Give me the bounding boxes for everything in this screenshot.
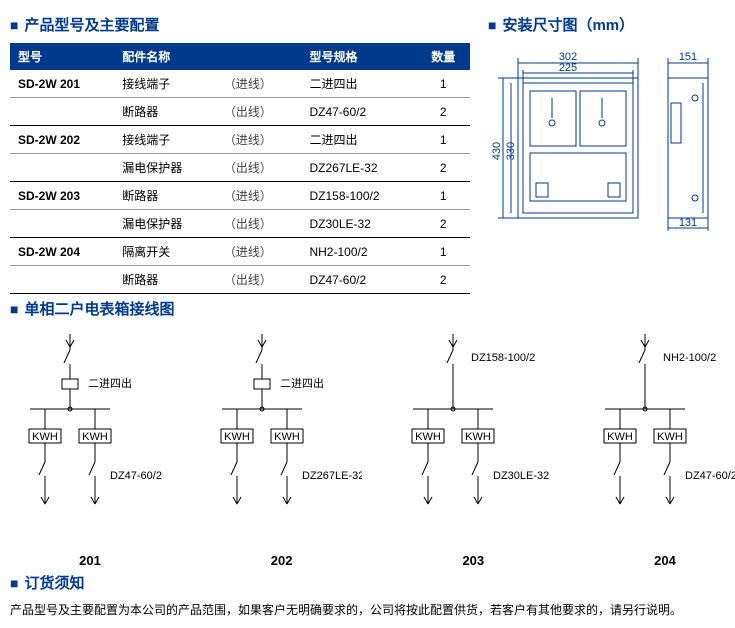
cell-part: 断路器 [114, 266, 216, 294]
cell-dir: （进线） [216, 182, 302, 210]
svg-text:KWH: KWH [465, 431, 491, 443]
table-row: 漏电保护器（出线）DZ30LE-322 [10, 210, 470, 238]
cell-dir: （出线） [216, 210, 302, 238]
svg-text:KWH: KWH [82, 431, 108, 443]
svg-text:二进四出: 二进四出 [280, 376, 324, 390]
cell-spec: NH2-100/2 [301, 238, 416, 266]
table-row: SD-2W 202接线端子（进线）二进四出1 [10, 126, 470, 154]
cell-part: 断路器 [114, 98, 216, 126]
config-table: 型号 配件名称 型号规格 数量 SD-2W 201接线端子（进线）二进四出1断路… [10, 43, 470, 294]
svg-text:NH2-100/2: NH2-100/2 [663, 352, 716, 364]
cell-part: 接线端子 [114, 70, 216, 98]
table-row: 断路器（出线）DZ47-60/22 [10, 266, 470, 294]
svg-text:DZ267LE-32: DZ267LE-32 [302, 470, 362, 482]
cell-model [10, 210, 114, 238]
cell-qty: 2 [416, 266, 470, 294]
dim-section-title: 安装尺寸图（mm） [488, 14, 735, 35]
cell-model: SD-2W 203 [10, 182, 114, 210]
dim-side-h: 131 [679, 217, 697, 229]
cell-qty: 1 [416, 238, 470, 266]
th-spec: 型号规格 [301, 43, 416, 70]
cell-spec: 二进四出 [301, 126, 416, 154]
dim-inner-w: 225 [559, 62, 577, 74]
diagram-id-label: 204 [585, 553, 735, 568]
order-note-text: 产品型号及主要配置为本公司的产品范围，如果客户无明确要求的，公司将按此配置供货，… [10, 601, 735, 618]
cell-model: SD-2W 202 [10, 126, 114, 154]
cell-part: 漏电保护器 [114, 154, 216, 182]
svg-text:KWH: KWH [415, 431, 441, 443]
cell-qty: 2 [416, 210, 470, 238]
cell-part: 隔离开关 [114, 238, 216, 266]
svg-text:KWH: KWH [607, 431, 633, 443]
svg-text:DZ47-60/2: DZ47-60/2 [110, 470, 162, 482]
dim-outer-h: 430 [491, 142, 503, 160]
cell-model [10, 98, 114, 126]
cell-model: SD-2W 204 [10, 238, 114, 266]
svg-text:二进四出: 二进四出 [88, 376, 132, 390]
cell-qty: 2 [416, 154, 470, 182]
cell-qty: 1 [416, 70, 470, 98]
cell-dir: （出线） [216, 154, 302, 182]
cell-dir: （进线） [216, 238, 302, 266]
cell-part: 断路器 [114, 182, 216, 210]
cell-spec: 二进四出 [301, 70, 416, 98]
svg-text:KWH: KWH [274, 431, 300, 443]
cell-spec: DZ47-60/2 [301, 98, 416, 126]
wiring-section-title: 单相二户电表箱接线图 [10, 298, 735, 319]
th-part: 配件名称 [114, 43, 301, 70]
cell-spec: DZ158-100/2 [301, 182, 416, 210]
th-model: 型号 [10, 43, 114, 70]
cell-model: SD-2W 201 [10, 70, 114, 98]
wiring-diagrams-row: 二进四出 KWH KWH DZ47-60/2 201 二进四出 KWH KWH DZ267LE-… [10, 329, 735, 568]
diagram-id-label: 203 [393, 553, 553, 568]
cell-dir: （进线） [216, 70, 302, 98]
cell-model [10, 266, 114, 294]
cell-dir: （出线） [216, 98, 302, 126]
cell-qty: 1 [416, 126, 470, 154]
cell-qty: 1 [416, 182, 470, 210]
svg-text:KWH: KWH [657, 431, 683, 443]
diagram-id-label: 201 [10, 553, 170, 568]
wiring-diagram: DZ158-100/2 KWH KWH DZ30LE-32 203 [393, 329, 553, 568]
table-row: SD-2W 201接线端子（进线）二进四出1 [10, 70, 470, 98]
cell-part: 接线端子 [114, 126, 216, 154]
table-row: SD-2W 204隔离开关（进线）NH2-100/21 [10, 238, 470, 266]
cell-spec: DZ267LE-32 [301, 154, 416, 182]
svg-text:KWH: KWH [32, 431, 58, 443]
cell-dir: （出线） [216, 266, 302, 294]
dim-inner-h: 330 [505, 142, 517, 160]
svg-text:DZ30LE-32: DZ30LE-32 [493, 470, 549, 482]
wiring-diagram: 二进四出 KWH KWH DZ47-60/2 201 [10, 329, 170, 568]
table-row: 漏电保护器（出线）DZ267LE-322 [10, 154, 470, 182]
table-row: SD-2W 203断路器（进线）DZ158-100/21 [10, 182, 470, 210]
th-qty: 数量 [416, 43, 470, 70]
config-section-title: 产品型号及主要配置 [10, 14, 470, 35]
dimension-drawing: 302 225 430 330 [488, 43, 728, 233]
wiring-diagram: NH2-100/2 KWH KWH DZ47-60/2 204 [585, 329, 735, 568]
cell-model [10, 154, 114, 182]
cell-spec: DZ30LE-32 [301, 210, 416, 238]
svg-text:KWH: KWH [224, 431, 250, 443]
cell-qty: 2 [416, 98, 470, 126]
cell-spec: DZ47-60/2 [301, 266, 416, 294]
dim-side-w: 151 [679, 51, 697, 63]
wiring-diagram: 二进四出 KWH KWH DZ267LE-32 202 [202, 329, 362, 568]
svg-text:DZ158-100/2: DZ158-100/2 [471, 352, 535, 364]
cell-dir: （进线） [216, 126, 302, 154]
order-section-title: 订货须知 [10, 572, 735, 593]
cell-part: 漏电保护器 [114, 210, 216, 238]
table-row: 断路器（出线）DZ47-60/22 [10, 98, 470, 126]
svg-text:DZ47-60/2: DZ47-60/2 [685, 470, 735, 482]
diagram-id-label: 202 [202, 553, 362, 568]
